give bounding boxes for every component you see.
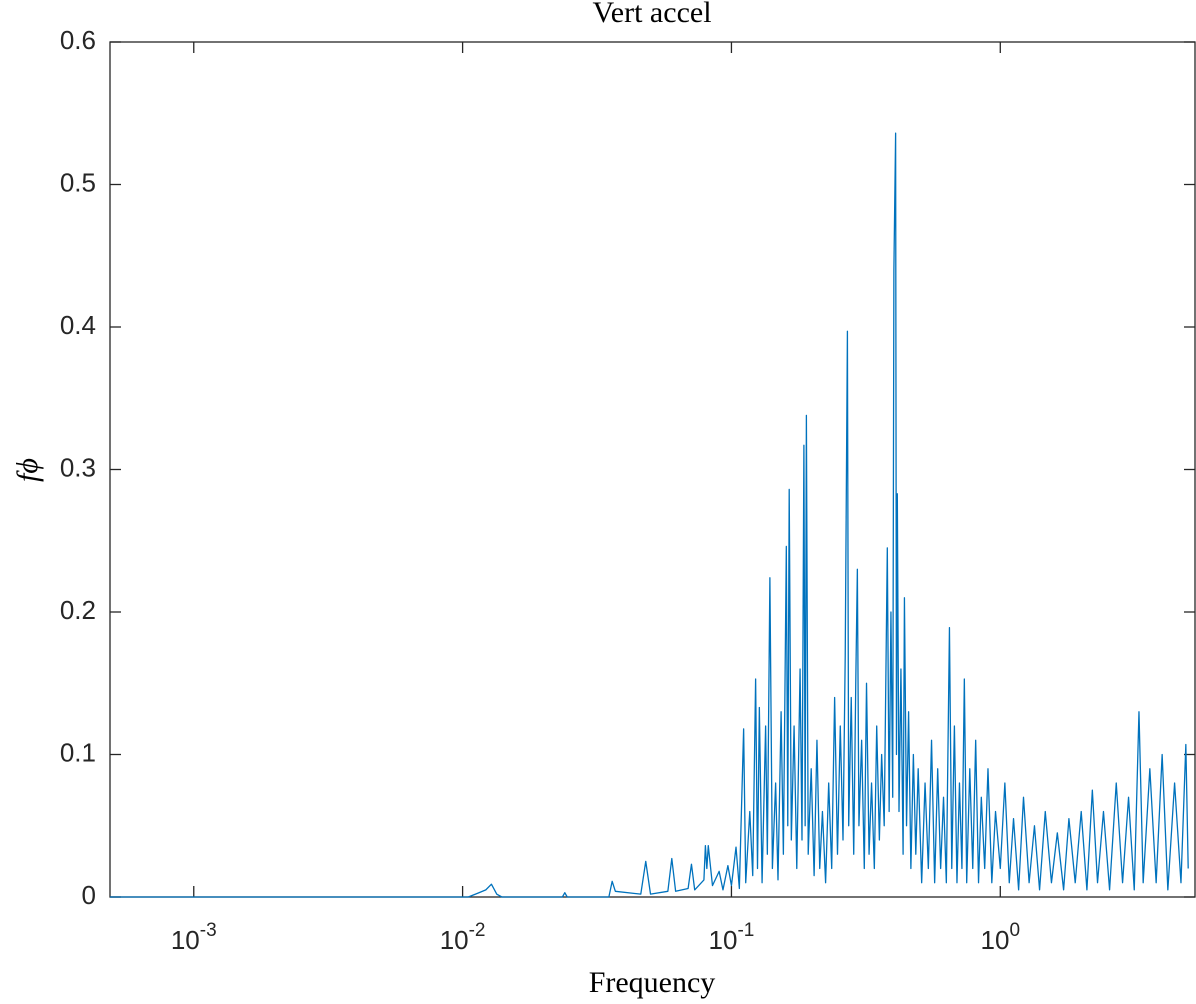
y-axis-label: fϕ	[11, 458, 44, 482]
y-tick-label: 0.5	[60, 167, 96, 197]
tick-exponent: -3	[200, 920, 217, 941]
tick-base: 10	[981, 925, 1010, 955]
y-tick-label: 0	[82, 880, 96, 910]
x-tick-label: 10-1	[709, 920, 755, 955]
x-tick-label: 100	[981, 920, 1021, 955]
tick-exponent: -2	[469, 920, 486, 941]
tick-exponent: 0	[1009, 920, 1020, 941]
x-axis-label: Frequency	[589, 966, 716, 999]
x-tick-label: 10-2	[440, 920, 486, 955]
y-tick-label: 0.6	[60, 25, 96, 55]
data-line	[110, 132, 1189, 898]
x-tick-label: 10-3	[171, 920, 217, 955]
tick-base: 10	[440, 925, 469, 955]
y-tick-label: 0.2	[60, 595, 96, 625]
chart-title: Vert accel	[592, 0, 711, 29]
axes-box	[109, 41, 1196, 898]
tick-base: 10	[709, 925, 738, 955]
y-tick-label: 0.3	[60, 452, 96, 482]
tick-exponent: -1	[737, 920, 754, 941]
y-tick-label: 0.4	[60, 310, 96, 340]
y-tick-label: 0.1	[60, 737, 96, 767]
tick-base: 10	[171, 925, 200, 955]
